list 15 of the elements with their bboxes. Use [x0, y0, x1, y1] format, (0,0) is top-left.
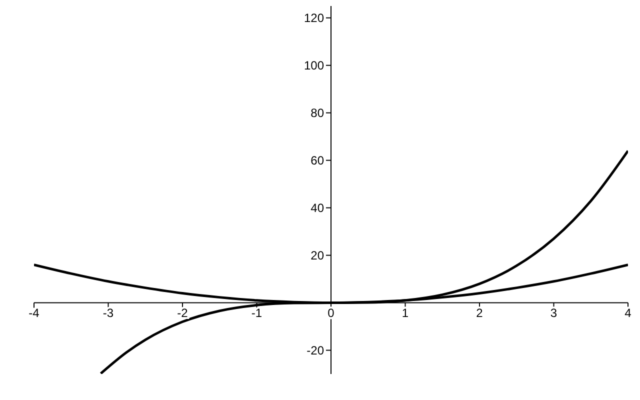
x-tick-label: -1: [251, 306, 262, 320]
x-tick-label: -4: [28, 306, 40, 320]
y-tick-label: 120: [304, 10, 324, 25]
y-tick-label: 80: [310, 106, 324, 120]
y-tick-label: 100: [304, 58, 324, 72]
y-tick-label: 20: [310, 248, 324, 262]
y-tick-label: 60: [310, 153, 324, 168]
y-tick-label: 40: [310, 200, 324, 215]
x-tick-label: 4: [624, 306, 632, 320]
x-tick-label: -2: [177, 306, 188, 320]
x-tick-label: 2: [476, 306, 484, 320]
y-tick-label: -20: [306, 343, 324, 358]
x-tick-label: 1: [402, 306, 409, 320]
x-tick-label: -3: [102, 306, 114, 320]
x-tick-label: 3: [550, 306, 558, 320]
